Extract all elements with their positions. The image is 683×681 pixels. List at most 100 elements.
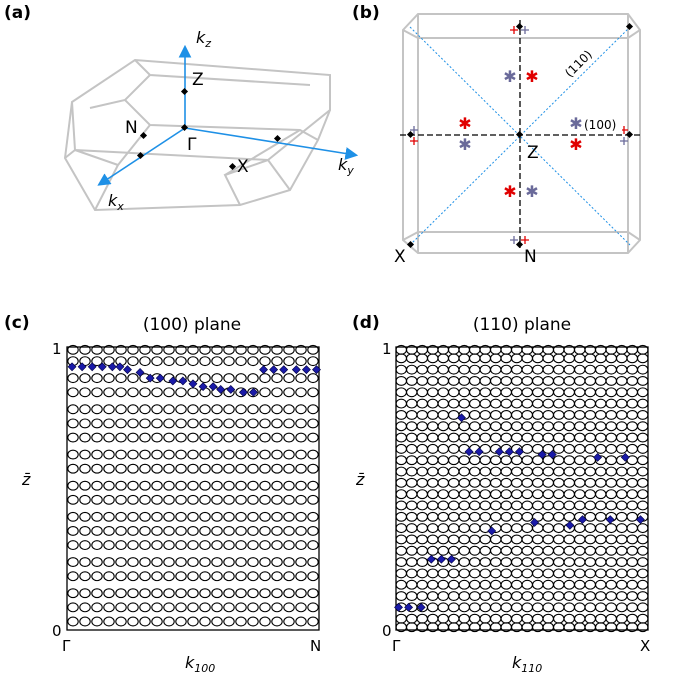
chart-c-circle-4-10: [115, 463, 127, 474]
chart-d-circle-8-13: [479, 477, 491, 488]
chart-d-circle-3-11: [426, 500, 439, 511]
chart-d-circle-14-19: [542, 409, 554, 420]
chart-d-circle-8-19: [479, 409, 491, 420]
chart-d-circle-8-17: [479, 432, 491, 443]
chart-c-circle-16-4: [259, 557, 271, 568]
chart-c-xtick-1: N: [310, 637, 321, 655]
chart-c-circle-6-4: [139, 557, 151, 568]
chart-c-circle-4-1: [115, 602, 127, 613]
chart-c-circle-15-5: [247, 540, 259, 551]
chart-c-circle-12-5: [211, 540, 223, 551]
chart-d-circle-23-16: [636, 443, 649, 454]
chart-d-circle-22-14: [626, 466, 638, 477]
chart-c-circle-18-5: [283, 540, 295, 551]
chart-d-circle-4-4: [437, 579, 449, 590]
chart-d-circle-15-6: [552, 557, 565, 568]
panel-d-label: (d): [352, 313, 380, 333]
chart-c-circle-14-8: [235, 494, 247, 505]
chart-d-circle-3-23: [426, 364, 439, 375]
chart-c-circle-2-12: [91, 432, 103, 443]
chart-d-circle-19-12: [594, 489, 607, 500]
chart-c-circle-6-10: [139, 463, 151, 474]
chart-d-circle-5-14: [447, 466, 460, 477]
chart-c-circle-12-18: [211, 344, 223, 355]
chart-d-circle-11-22: [510, 376, 523, 386]
chart-c-circle-9-14: [175, 404, 187, 415]
chart-d-circle-20-20: [605, 398, 617, 409]
chart-d-circle-7-6: [468, 557, 481, 568]
chart-c-circle-20-15: [307, 387, 319, 398]
chart-d-circle-2-23: [416, 364, 428, 375]
chart-d-circle-12-14: [521, 466, 533, 477]
chart-d-circle-15-3: [552, 591, 565, 601]
chart-d-circle-12-18: [521, 421, 533, 432]
cross-red-left: [410, 137, 418, 145]
chart-d-circle-20-3: [605, 591, 617, 601]
chart-d-circle-6-20: [458, 398, 470, 409]
chart-d-circle-17-14: [573, 466, 586, 477]
chart-d-circle-17-16: [573, 443, 586, 454]
chart-c-circle-9-1: [175, 602, 187, 613]
chart-d-circle-11-17: [510, 432, 523, 443]
label-x-b: X: [394, 247, 406, 267]
chart-d-circle-21-9: [615, 523, 628, 534]
chart-d-circle-0-20: [395, 398, 407, 409]
chart-d-circle-10-19: [500, 409, 512, 420]
chart-c-circle-11-3: [199, 571, 211, 582]
chart-c-circle-0-15: [67, 387, 79, 398]
chart-c-circle-16-6: [259, 525, 271, 536]
chart-c-circle-4-13: [115, 418, 127, 429]
chart-d-circle-12-13: [521, 477, 533, 488]
chart-d-circle-1-17: [405, 432, 418, 443]
chart-d-circle-15-22: [552, 376, 565, 386]
chart-c-circle-19-15: [295, 387, 307, 398]
chart-d-circle-0-8: [395, 534, 407, 545]
chart-c-circle-11-13: [199, 418, 211, 429]
chart-c-circle-0-16: [67, 373, 79, 384]
chart-c-circle-14-9: [235, 480, 247, 491]
chart-c-circle-7-14: [151, 404, 163, 415]
chart-d-circle-19-1: [594, 613, 607, 624]
chart-d-circle-5-15: [447, 455, 460, 466]
chart-c-circle-10-3: [187, 571, 199, 582]
chart-c-diamond-7: [135, 368, 145, 377]
chart-c-circle-13-17: [223, 356, 235, 367]
chart-d-circle-17-18: [573, 421, 586, 432]
chart-d-circle-9-19: [489, 409, 502, 420]
chart-d-circle-17-17: [573, 432, 586, 443]
chart-d-circle-3-14: [426, 466, 439, 477]
chart-d-circle-9-24: [489, 353, 502, 364]
chart-d-circle-22-8: [626, 534, 638, 545]
chart-d-circle-23-4: [636, 579, 649, 590]
chart-d-circle-13-7: [531, 545, 544, 556]
chart-c-circle-3-5: [103, 540, 115, 551]
chart-d-circle-6-11: [458, 500, 470, 511]
chart-d-circle-14-24: [542, 353, 554, 364]
chart-d-circle-1-19: [405, 409, 418, 420]
panel-c-label: (c): [4, 313, 30, 333]
chart-d-circle-22-22: [626, 376, 638, 386]
chart-d-diamond-10: [494, 447, 504, 457]
chart-c-circle-2-6: [91, 525, 103, 536]
chart-c-circle-9-0: [175, 616, 187, 627]
chart-d-circle-3-12: [426, 489, 439, 500]
chart-c-circle-5-6: [127, 525, 139, 536]
chart-c-circle-3-10: [103, 463, 115, 474]
chart-c-circle-1-12: [79, 432, 91, 443]
chart-d-circle-20-18: [605, 421, 617, 432]
chart-c-circle-8-13: [163, 418, 175, 429]
chart-d-circle-19-24: [594, 353, 607, 364]
chart-d-circle-9-21: [489, 387, 502, 398]
chart-d-circle-11-15: [510, 455, 523, 466]
chart-d-ylabel: z̄: [355, 470, 365, 489]
chart-d-circle-20-24: [605, 353, 617, 364]
chart-c-circle-16-14: [259, 404, 271, 415]
chart-d-circle-5-24: [447, 353, 460, 364]
chart-d-circle-14-5: [542, 568, 554, 579]
chart-d-circle-10-9: [500, 523, 512, 534]
chart-c-circle-11-1: [199, 602, 211, 613]
chart-d-circle-16-10: [563, 511, 575, 522]
chart-d-circle-2-5: [416, 568, 428, 579]
chart-d-circle-12-6: [521, 557, 533, 568]
chart-d-circle-23-15: [636, 455, 649, 466]
